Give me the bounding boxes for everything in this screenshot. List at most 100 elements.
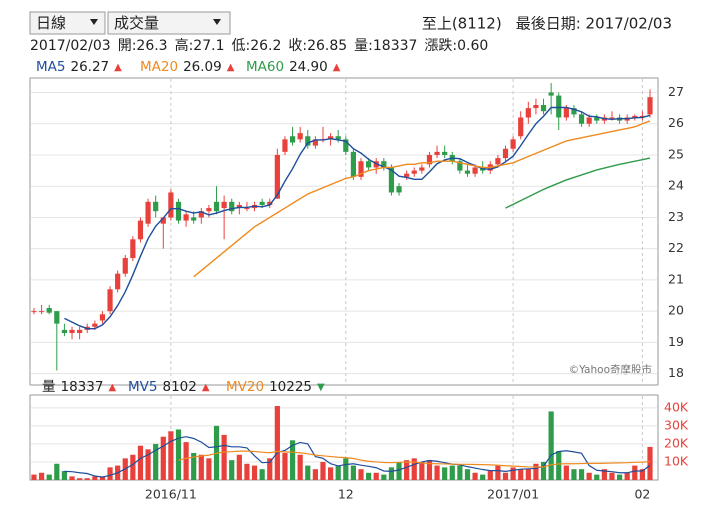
ma-line bbox=[64, 106, 651, 330]
candle-body bbox=[229, 201, 235, 212]
y-tick-label: 23 bbox=[668, 209, 684, 224]
volume-bar bbox=[259, 469, 265, 480]
volume-bar bbox=[510, 467, 516, 480]
candle-body bbox=[502, 148, 509, 159]
candle-body bbox=[548, 92, 554, 96]
candle-body bbox=[556, 95, 562, 118]
volume-bar bbox=[434, 465, 440, 480]
candle-body bbox=[335, 136, 341, 140]
volume-bar bbox=[639, 469, 645, 480]
ma-line bbox=[193, 120, 651, 278]
candle-body bbox=[61, 329, 68, 334]
volume-bar bbox=[153, 443, 159, 480]
candle-body bbox=[312, 139, 318, 146]
candle-body bbox=[145, 201, 151, 224]
y-tick-label: 20 bbox=[668, 303, 684, 318]
volume-bar bbox=[251, 465, 258, 480]
volume-bar bbox=[39, 472, 45, 480]
volume-bar bbox=[632, 465, 638, 480]
volume-bar bbox=[191, 452, 197, 480]
candle-body bbox=[457, 161, 463, 171]
candle-body bbox=[274, 154, 280, 199]
legend-arrow: ▲ bbox=[227, 62, 235, 73]
y-tick-label: 30K bbox=[664, 417, 689, 432]
legend-arrow: ▼ bbox=[317, 382, 325, 393]
candle-body bbox=[464, 170, 471, 174]
candle-body bbox=[115, 273, 121, 290]
candle-body bbox=[525, 108, 531, 118]
period-label: 日線 bbox=[36, 14, 66, 32]
candle-body bbox=[343, 139, 349, 152]
quote-line: 2017/02/03 開:26.3 高:27.1 低:26.2 收:26.85 量:183… bbox=[30, 37, 488, 54]
volume-bar bbox=[480, 474, 486, 480]
volume-bar bbox=[229, 460, 235, 480]
y-tick-label: 21 bbox=[668, 271, 684, 286]
indicator-dropdown[interactable] bbox=[107, 11, 231, 35]
quote-item: 2017/02/03 bbox=[30, 38, 111, 54]
candle-body bbox=[282, 139, 288, 152]
legend-name: MV20 bbox=[226, 379, 264, 395]
x-tick-label: 2017/01 bbox=[487, 487, 539, 502]
y-tick-label: 22 bbox=[668, 240, 684, 255]
legend-value: 26.27 bbox=[70, 59, 109, 75]
candle-body bbox=[472, 167, 478, 174]
volume-bar bbox=[46, 474, 52, 480]
candle-body bbox=[632, 115, 638, 118]
period-dropdown[interactable] bbox=[29, 11, 106, 35]
candle-body bbox=[578, 114, 585, 124]
quote-item: 收:26.85 bbox=[288, 38, 347, 54]
candle-body bbox=[213, 201, 220, 212]
volume-bar bbox=[601, 469, 607, 480]
volume-bar bbox=[84, 478, 90, 480]
candle-body bbox=[46, 308, 52, 313]
volume-bar bbox=[107, 467, 113, 480]
legend-arrow: ▲ bbox=[333, 62, 341, 73]
volume-bar bbox=[525, 469, 531, 480]
candle-body bbox=[366, 161, 372, 168]
legend-entry: MA20 26.09 ▲ bbox=[140, 59, 235, 75]
candle-body bbox=[267, 201, 273, 205]
volume-bar bbox=[99, 476, 106, 480]
quote-item: 開:26.3 bbox=[118, 38, 168, 54]
dropdown-arrow bbox=[90, 19, 98, 25]
volume-bar bbox=[343, 458, 349, 480]
volume-bar bbox=[274, 406, 280, 480]
source-note: ©Yahoo奇摩股市 bbox=[569, 363, 652, 376]
x-tick-label: 02 bbox=[634, 487, 650, 502]
volume-bar bbox=[578, 469, 585, 480]
volume-bar bbox=[487, 470, 493, 480]
volume-bar bbox=[305, 465, 311, 480]
candle-body bbox=[533, 104, 539, 109]
volume-bar bbox=[556, 451, 562, 480]
quote-item: 低:26.2 bbox=[231, 38, 281, 54]
volume-bar bbox=[502, 472, 509, 480]
candle-body bbox=[647, 97, 653, 115]
quote-item: 高:27.1 bbox=[175, 37, 225, 54]
candle-body bbox=[31, 311, 37, 313]
volume-bar bbox=[221, 434, 227, 480]
volume-bar bbox=[404, 460, 410, 480]
legend-value: 24.90 bbox=[289, 59, 328, 75]
volume-bar bbox=[373, 472, 379, 480]
volume-bar bbox=[54, 463, 60, 480]
volume-bar bbox=[472, 472, 478, 480]
volume-bar bbox=[381, 474, 387, 480]
candle-body bbox=[175, 201, 182, 221]
volume-bar bbox=[540, 461, 547, 480]
volume-bar bbox=[31, 474, 37, 480]
volume-bar bbox=[609, 472, 615, 480]
y-tick-label: 19 bbox=[668, 334, 684, 349]
candle-body bbox=[388, 167, 395, 193]
legend-name: 量 bbox=[42, 379, 56, 395]
legend-value: 8102 bbox=[162, 379, 196, 395]
candle-body bbox=[122, 258, 128, 274]
candle-body bbox=[327, 136, 334, 140]
candle-body bbox=[594, 117, 600, 121]
stock-name: 至上(8112) bbox=[422, 14, 502, 32]
candle-body bbox=[639, 115, 645, 118]
legend-entry: MA5 26.27 ▲ bbox=[36, 59, 122, 75]
candle-body bbox=[236, 204, 242, 209]
candle-body bbox=[518, 117, 524, 137]
candle-body bbox=[297, 133, 303, 140]
